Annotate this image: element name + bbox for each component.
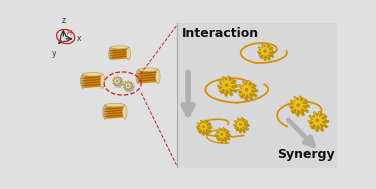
- Polygon shape: [291, 98, 309, 116]
- Text: x: x: [77, 34, 82, 43]
- Polygon shape: [235, 119, 249, 133]
- Ellipse shape: [105, 103, 125, 107]
- Ellipse shape: [202, 125, 205, 128]
- Polygon shape: [114, 78, 123, 87]
- Polygon shape: [239, 82, 258, 101]
- Polygon shape: [111, 47, 129, 60]
- Polygon shape: [124, 82, 134, 92]
- Ellipse shape: [316, 119, 319, 122]
- Polygon shape: [123, 81, 133, 91]
- Polygon shape: [310, 113, 329, 131]
- Ellipse shape: [136, 70, 140, 84]
- Ellipse shape: [297, 104, 300, 106]
- Text: y: y: [52, 49, 57, 58]
- Polygon shape: [289, 96, 308, 114]
- Bar: [176, 23, 337, 168]
- Polygon shape: [215, 128, 229, 141]
- Polygon shape: [308, 111, 327, 130]
- Polygon shape: [258, 44, 273, 59]
- Polygon shape: [219, 77, 238, 96]
- Ellipse shape: [83, 73, 102, 76]
- Polygon shape: [83, 74, 102, 88]
- Polygon shape: [112, 76, 122, 86]
- Polygon shape: [138, 70, 158, 84]
- Polygon shape: [217, 129, 230, 143]
- Ellipse shape: [117, 81, 118, 82]
- Polygon shape: [198, 121, 212, 135]
- Ellipse shape: [103, 105, 107, 119]
- Text: z: z: [61, 16, 65, 25]
- Ellipse shape: [111, 46, 129, 49]
- Ellipse shape: [80, 74, 85, 88]
- Ellipse shape: [138, 68, 158, 71]
- Polygon shape: [237, 81, 256, 99]
- Polygon shape: [233, 118, 247, 131]
- Ellipse shape: [221, 133, 223, 135]
- Polygon shape: [217, 76, 236, 94]
- Ellipse shape: [123, 105, 127, 119]
- Ellipse shape: [245, 88, 248, 91]
- Ellipse shape: [126, 47, 130, 60]
- Ellipse shape: [225, 84, 228, 86]
- Text: Synergy: Synergy: [277, 147, 335, 160]
- Bar: [48, 23, 176, 168]
- Polygon shape: [197, 120, 211, 133]
- Text: H: H: [67, 30, 73, 36]
- Polygon shape: [105, 105, 125, 119]
- Ellipse shape: [100, 74, 105, 88]
- Polygon shape: [259, 45, 274, 60]
- Ellipse shape: [264, 50, 266, 52]
- Ellipse shape: [109, 47, 113, 60]
- Text: Interaction: Interaction: [182, 27, 259, 40]
- Ellipse shape: [240, 123, 241, 125]
- Ellipse shape: [156, 70, 160, 84]
- Ellipse shape: [127, 85, 129, 87]
